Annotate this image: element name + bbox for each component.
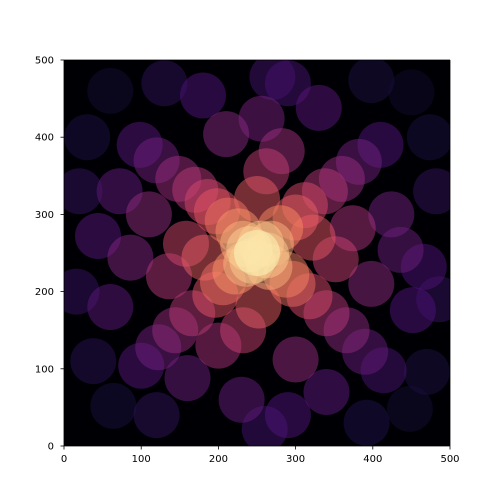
scatter-point <box>264 60 311 107</box>
scatter-point <box>90 382 137 429</box>
scatter-point <box>295 84 342 131</box>
scatter-point <box>70 338 117 385</box>
scatter-point <box>180 72 226 119</box>
x-tick-label: 400 <box>363 454 382 465</box>
x-tick-label: 300 <box>286 454 305 465</box>
scatter-point <box>64 168 103 215</box>
scatter-point <box>388 69 435 116</box>
scatter-point <box>141 60 188 107</box>
scatter-point <box>406 114 450 161</box>
scatter-point <box>234 230 280 276</box>
y-tick-label: 400 <box>35 133 54 144</box>
y-tick-label: 200 <box>35 287 54 298</box>
scatter-point <box>133 392 180 439</box>
scatter-points <box>64 60 450 446</box>
scatter-point <box>164 355 211 402</box>
axis-spines <box>63 59 451 447</box>
scatter-point <box>203 111 250 158</box>
x-tick-label: 100 <box>132 454 151 465</box>
y-axis: 0 100 200 300 400 500 <box>35 56 54 453</box>
scatter-point <box>235 282 282 329</box>
scatter-point <box>343 399 390 446</box>
x-axis: 0 100 200 300 400 500 <box>61 454 460 465</box>
scatter-point <box>403 348 450 395</box>
scatter-point <box>107 234 154 281</box>
scatter-point <box>272 336 319 383</box>
x-tick-label: 0 <box>61 454 67 465</box>
scatter-point <box>87 284 134 330</box>
scatter-point <box>348 260 395 307</box>
scatter-point <box>386 385 433 432</box>
scatter-point <box>389 287 436 334</box>
scatter-point <box>75 213 121 259</box>
scatter-point <box>125 191 172 238</box>
scatter-point <box>348 60 395 104</box>
scatter-point <box>87 67 134 114</box>
scatter-point <box>413 168 450 215</box>
scatter-point <box>377 226 424 273</box>
y-tick-label: 0 <box>48 442 54 453</box>
scatter-point <box>264 392 311 439</box>
tick-marks <box>60 59 451 450</box>
scatter-point <box>218 376 265 423</box>
scatter-point <box>303 369 350 415</box>
x-tick-label: 500 <box>440 454 459 465</box>
x-tick-label: 200 <box>209 454 228 465</box>
y-tick-label: 100 <box>35 364 54 375</box>
y-tick-label: 500 <box>35 56 54 67</box>
y-tick-label: 300 <box>35 210 54 221</box>
scatter-point <box>368 191 415 238</box>
scatter-point <box>64 114 111 161</box>
